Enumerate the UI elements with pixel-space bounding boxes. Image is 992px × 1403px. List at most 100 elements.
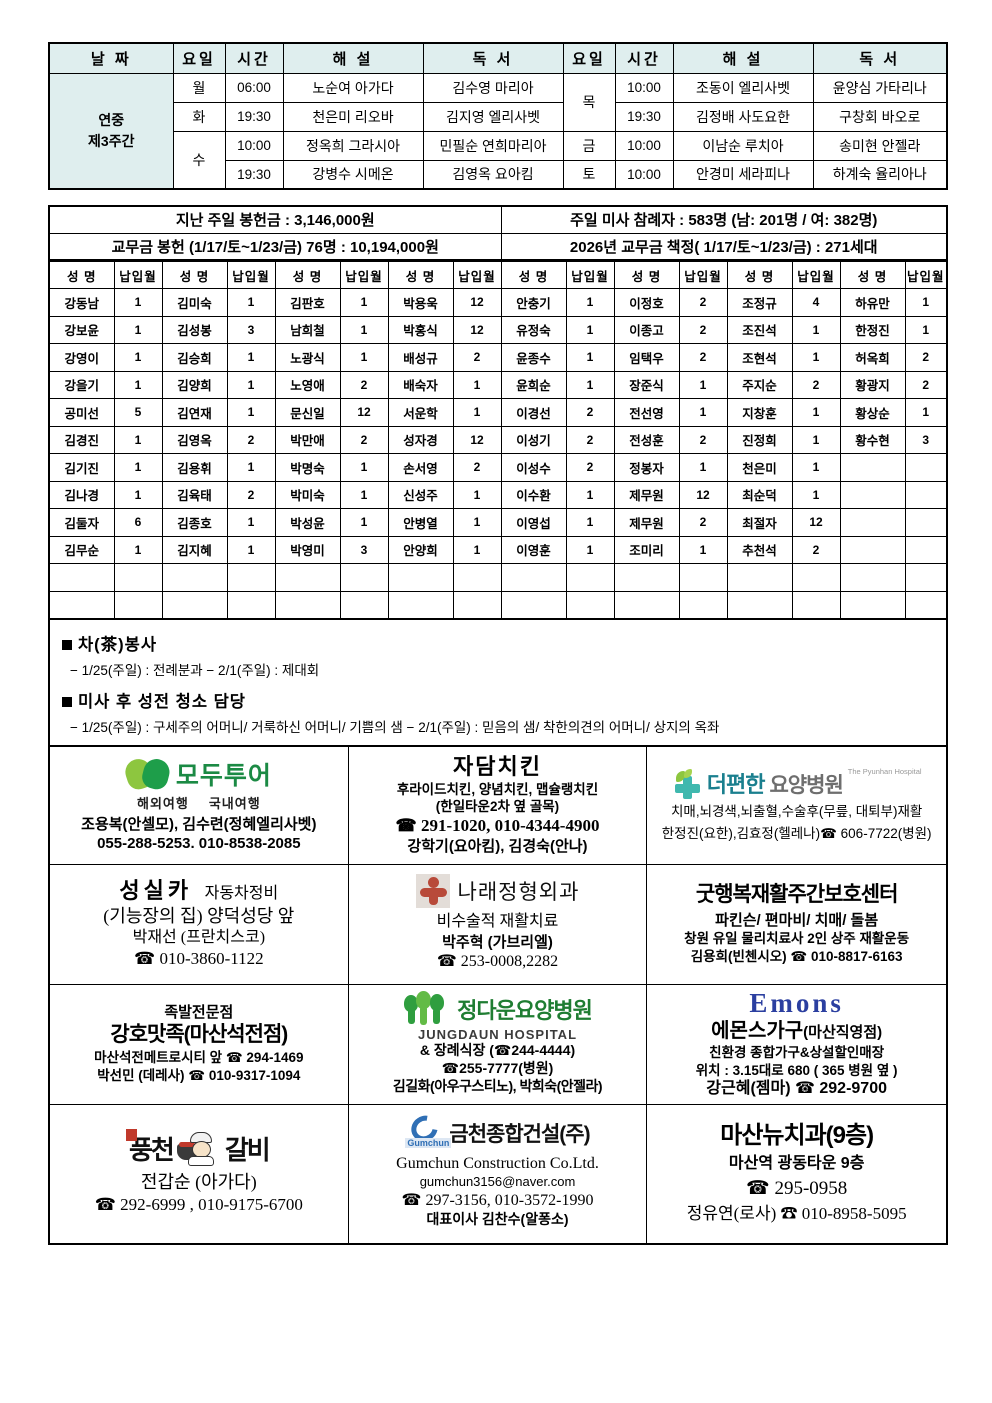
dues-cell-month: 1 [226, 535, 276, 564]
masannew-phone: ☎ 295-0958 [746, 1177, 848, 1199]
dues-cell-name: 강영이 [48, 343, 115, 372]
dues-cell-month [678, 563, 728, 592]
ad-emons-furniture[interactable]: Emons 에몬스가구(마산직영점) 친환경 종합가구&상설할인매장 위치 : … [647, 985, 946, 1105]
dues-cell-month: 1 [452, 535, 502, 564]
dues-cell-month [904, 590, 948, 619]
dues-cell-name: 김경진 [48, 425, 115, 454]
bullet-square-icon [62, 696, 72, 707]
dues-table-body: 강동남 1 김미숙 1 김판호 1 박용욱 12 안충기 1 이정호 2 조정규 4 하유만 1 강보윤 1 김성봉… [48, 288, 948, 619]
notice-title-tea: 차(茶)봉사 [62, 631, 934, 655]
dues-cell-month [904, 508, 948, 537]
dues-cell-month: 1 [339, 288, 389, 317]
dues-cell-name: 김지혜 [161, 535, 228, 564]
dues-cell-month: 2 [678, 343, 728, 372]
dues-th-month-4: 납입월 [452, 261, 502, 289]
schedule-th-time-l: 시간 [224, 42, 284, 74]
jadam-location: (한일타운2차 옆 골목) [435, 799, 560, 815]
dues-cell-name: 노광식 [274, 343, 341, 372]
dues-th-name-7: 성 명 [726, 261, 793, 289]
schedule-th-time-r: 시간 [614, 42, 674, 74]
emons-title-sub: (마산직영점) [803, 1023, 883, 1041]
offering-summary-table: 지난 주일 봉헌금 : 3,146,000원 주일 미사 참례자 : 583명 … [48, 205, 948, 261]
dues-cell-name: 김판호 [274, 288, 341, 317]
dues-cell-month: 12 [452, 315, 502, 344]
dues-cell-name: 손서영 [387, 453, 454, 482]
notice-title-text: 차(茶)봉사 [78, 635, 158, 654]
table-row: 김경진 1 김영옥 2 박만애 2 성자경 12 이성기 2 전성훈 2 진정희 1 황수현 3 [48, 425, 948, 454]
dues-cell-name: 황상순 [839, 398, 906, 427]
dues-cell-month [452, 563, 502, 592]
dues-cell-month: 5 [113, 398, 163, 427]
ad-masan-new-dental[interactable]: 마산뉴치과(9층) 마산역 광동타운 9층 ☎ 295-0958 정유연(로사)… [647, 1105, 946, 1243]
medical-cross-icon [672, 769, 702, 800]
schedule-th-comm-r: 해 설 [672, 42, 814, 74]
dues-cell-month: 12 [339, 398, 389, 427]
dues-cell-month: 1 [565, 535, 615, 564]
gumchun-email: gumchun3156@naver.com [419, 1174, 576, 1190]
dues-cell-month: 2 [678, 315, 728, 344]
ad-jungdaun-hospital[interactable]: 정다운요양병원 JUNGDAUN HOSPITAL & 장례식장 (☎244-4… [348, 984, 648, 1105]
ad-kangho-jokbal[interactable]: 족발전문점 강호맛족(마산석전점) 마산석전메트로시티 앞 ☎ 294-1469… [50, 984, 349, 1105]
modutour-subtitles: 해외여행 국내여행 [127, 793, 271, 812]
dues-cell-name: 김용휘 [161, 453, 228, 482]
dues-cell-name: 신성주 [387, 480, 454, 509]
notice-body-tea: − 1/25(주일) : 전례분과 − 2/1(주일) : 제대회 [70, 662, 320, 678]
modutour-phone: 055-288-5253. 010-8538-2085 [97, 835, 301, 852]
schedule-time-right: 10:00 [614, 130, 674, 161]
dues-cell-name: 제무원 [613, 480, 680, 509]
dues-cell-name: 김나경 [48, 480, 115, 509]
ad-gumchun-construction[interactable]: Gumchun 금천종합건설(주) Gumchun Construction C… [349, 1104, 648, 1243]
modutour-logo: 모두투어 [121, 755, 272, 793]
ad-modutour[interactable]: 모두투어 해외여행 국내여행 조용복(안셀모), 김수련(정혜엘리사벳) 055-… [50, 746, 349, 865]
sungsil-phone: ☎ 010-3860-1122 [134, 949, 264, 969]
goodhappy-title: 굿행복재활주간보호센터 [695, 883, 899, 907]
ad-jadam-chicken[interactable]: 자담치킨 후라이드치킨, 양념치킨, 맵슐랭치킨 (한일타운2차 옆 골목) ☎… [348, 746, 648, 865]
dues-cell-name: 전성훈 [613, 425, 680, 454]
goodhappy-description: 창원 유일 물리치료사 2인 상주 재활운동 [684, 931, 910, 947]
dues-cell-name: 천은미 [726, 453, 793, 482]
pungcheon-logo: 풍천 갈비 [125, 1129, 271, 1167]
dues-cell-month: 1 [226, 398, 276, 427]
dues-th-name-4: 성 명 [387, 261, 454, 289]
ad-pungcheon-galbi[interactable]: 풍천 갈비 전갑순 (아가다) ☎ 292-6999 , 010-9175-67… [50, 1104, 349, 1243]
ad-narae-orthopedic[interactable]: 나래정형외과 비수술적 재활치료 박주혁 (가브리엘) ☎ 253-0008,2… [348, 864, 648, 985]
dues-cell-name [726, 590, 793, 619]
gumchun-phone: ☎ 297-3156, 010-3572-1990 [401, 1191, 594, 1209]
dues-cell-name: 하유만 [839, 288, 906, 317]
modutour-contact-names: 조용복(안셀모), 김수련(정혜엘리사벳) [81, 815, 317, 833]
gumchun-ceo: 대표이사 김찬수(알퐁소) [426, 1211, 569, 1228]
narae-title: 나래정형외과 [457, 880, 580, 905]
dues-cell-name [613, 563, 680, 592]
dues-cell-name: 성자경 [387, 425, 454, 454]
dues-cell-month: 2 [678, 508, 728, 537]
dues-cell-name: 주지순 [726, 370, 793, 399]
dues-cell-name: 이경선 [500, 398, 567, 427]
dues-cell-name [839, 508, 906, 537]
dues-cell-name: 노영애 [274, 370, 341, 399]
schedule-time-left: 06:00 [224, 72, 284, 103]
kangho-location: 마산석전메트로시티 앞 ☎ 294-1469 [94, 1050, 304, 1066]
ad-pyunhan-hospital[interactable]: 더편한 요양병원 The Pyunhan Hospital 치매,뇌경색,뇌출혈… [647, 747, 946, 865]
dues-cell-month [904, 453, 948, 482]
schedule-commentator-right: 김정배 사도요한 [672, 101, 814, 132]
dues-cell-name: 박용욱 [387, 288, 454, 317]
table-row: 김기진 1 김용휘 1 박명숙 1 손서영 2 이성수 2 정봉자 1 천은미 1 [48, 453, 948, 482]
dues-cell-month: 1 [565, 480, 615, 509]
dues-cell-name: 문신일 [274, 398, 341, 427]
dues-th-month-2: 납입월 [226, 261, 276, 289]
dues-cell-month: 1 [113, 425, 163, 454]
dues-cell-name: 안충기 [500, 288, 567, 317]
ad-good-happy-center[interactable]: 굿행복재활주간보호센터 파킨슨/ 편마비/ 치매/ 돌봄 창원 유일 물리치료사… [647, 865, 946, 985]
schedule-row: 연중 제3주간 월 06:00 노순여 아가다 김수영 마리아 목 10:00 조… [48, 72, 948, 190]
dues-cell-month: 1 [678, 398, 728, 427]
dues-cell-name: 황수현 [839, 425, 906, 454]
dues-cell-month: 1 [904, 315, 948, 344]
notice-body-cleaning: − 1/25(주일) : 구세주의 어머니/ 거룩하신 어머니/ 기쁨의 샘 −… [70, 719, 720, 735]
schedule-day-right: 토 [562, 159, 616, 190]
dues-cell-month: 1 [339, 343, 389, 372]
table-row [48, 563, 948, 592]
schedule-commentator-left: 정옥희 그라시아 [282, 130, 424, 161]
dues-cell-month: 2 [791, 535, 841, 564]
ad-sungsil-car[interactable]: 성실카 자동차정비 (기능장의 집) 양덕성당 앞 박재선 (프란치스코) ☎ … [50, 864, 349, 985]
dues-cell-name: 정봉자 [613, 453, 680, 482]
